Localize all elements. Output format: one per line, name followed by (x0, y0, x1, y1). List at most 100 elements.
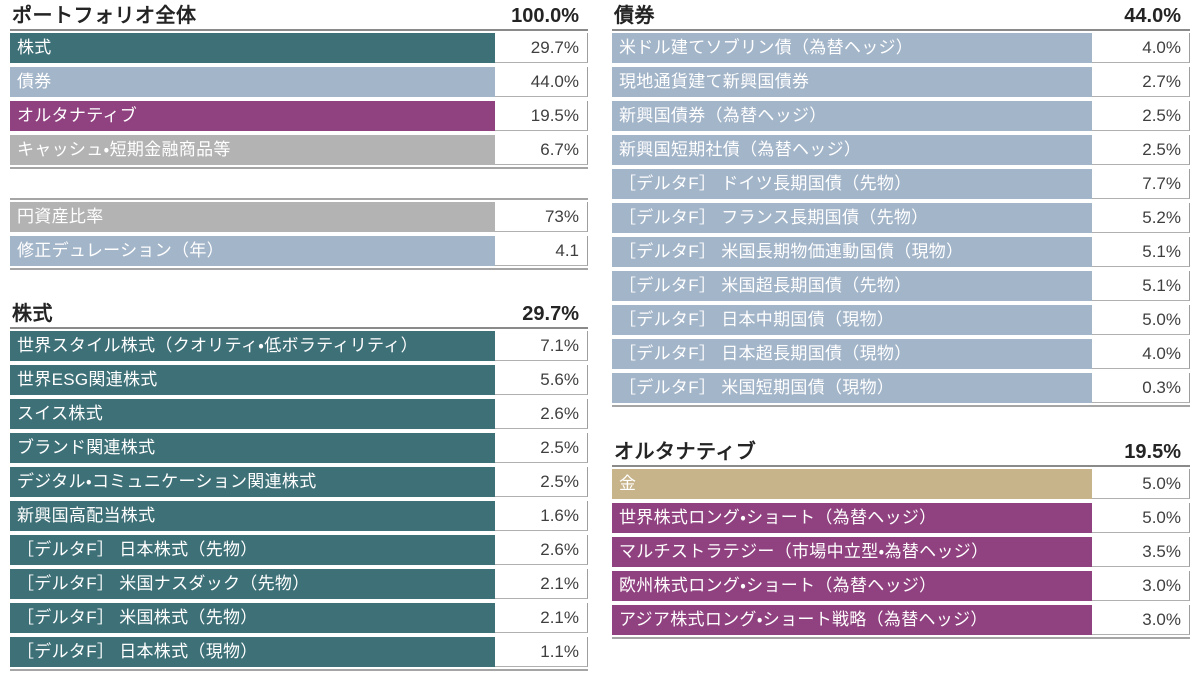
table-row: 新興国高配当株式 1.6% (10, 501, 588, 531)
row-value: 4.0% (1092, 339, 1190, 369)
row-value: 3.0% (1092, 571, 1190, 601)
row-value: 2.1% (495, 569, 588, 599)
row-label: ［デルタF］ 米国長期物価連動国債（現物） (612, 237, 1092, 267)
row-label: 欧州株式ロング・ショート（為替ヘッジ） (612, 571, 1092, 601)
row-label: ［デルタF］ ドイツ長期国債（先物） (612, 169, 1092, 199)
row-label: ブランド関連株式 (10, 433, 495, 463)
section-metrics: 円資産比率 73% 修正デュレーション（年） 4.1 (10, 198, 588, 270)
row-label: 金 (612, 469, 1092, 499)
row-label: ［デルタF］ 日本株式（現物） (10, 637, 495, 667)
row-value: 3.0% (1092, 605, 1190, 635)
table-row: ［デルタF］ 日本中期国債（現物） 5.0% (612, 305, 1190, 335)
row-label: 世界ESG関連株式 (10, 365, 495, 395)
portfolio-section-total: 100.0% (511, 5, 579, 27)
row-label: ［デルタF］ 米国短期国債（現物） (612, 373, 1092, 403)
table-row: ［デルタF］ 米国短期国債（現物） 0.3% (612, 373, 1190, 403)
table-row: 債券 44.0% (10, 67, 588, 97)
row-label: キャッシュ・短期金融商品等 (10, 135, 495, 165)
row-value: 4.0% (1092, 33, 1190, 63)
table-row: ［デルタF］ ドイツ長期国債（先物） 7.7% (612, 169, 1190, 199)
table-row: 新興国短期社債（為替ヘッジ） 2.5% (612, 135, 1190, 165)
row-value: 2.5% (495, 433, 588, 463)
row-value: 4.1 (495, 236, 588, 266)
row-value: 19.5% (495, 101, 588, 131)
table-row: 世界ESG関連株式 5.6% (10, 365, 588, 395)
row-label: 新興国債券（為替ヘッジ） (612, 101, 1092, 131)
row-value: 1.1% (495, 637, 588, 667)
table-row: 世界株式ロング・ショート（為替ヘッジ） 5.0% (612, 503, 1190, 533)
section-equity: 株式 29.7% 世界スタイル株式（クオリティ・低ボラティリティ） 7.1% 世界E… (10, 300, 588, 671)
row-label: オルタナティブ (10, 101, 495, 131)
table-row: ［デルタF］ 米国長期物価連動国債（現物） 5.1% (612, 237, 1190, 267)
row-label: マルチストラテジー（市場中立型・為替ヘッジ） (612, 537, 1092, 567)
section-alternative: オルタナティブ 19.5% 金 5.0% 世界株式ロング・ショート（為替ヘッジ） 5.… (612, 438, 1190, 639)
alternative-section-header: オルタナティブ 19.5% (612, 438, 1190, 467)
table-row: ブランド関連株式 2.5% (10, 433, 588, 463)
bond-section-total: 44.0% (1124, 5, 1181, 27)
table-row: ［デルタF］ 日本株式（現物） 1.1% (10, 637, 588, 667)
row-value: 2.5% (1092, 135, 1190, 165)
row-label: ［デルタF］ 米国株式（先物） (10, 603, 495, 633)
alternative-rows: 金 5.0% 世界株式ロング・ショート（為替ヘッジ） 5.0% マルチストラテジー（市場… (612, 467, 1190, 639)
row-value: 5.1% (1092, 237, 1190, 267)
table-row: 修正デュレーション（年） 4.1 (10, 236, 588, 266)
table-row: 株式 29.7% (10, 33, 588, 63)
bond-section-header: 債券 44.0% (612, 2, 1190, 31)
row-label: 債券 (10, 67, 495, 97)
table-row: ［デルタF］ 米国ナスダック（先物） 2.1% (10, 569, 588, 599)
table-row: キャッシュ・短期金融商品等 6.7% (10, 135, 588, 165)
row-label: 世界株式ロング・ショート（為替ヘッジ） (612, 503, 1092, 533)
row-label: 修正デュレーション（年） (10, 236, 495, 266)
table-row: 欧州株式ロング・ショート（為替ヘッジ） 3.0% (612, 571, 1190, 601)
bond-rows: 米ドル建てソブリン債（為替ヘッジ） 4.0% 現地通貨建て新興国債券 2.7% 新興国債… (612, 31, 1190, 407)
metrics-rows: 円資産比率 73% 修正デュレーション（年） 4.1 (10, 198, 588, 270)
row-value: 0.3% (1092, 373, 1190, 403)
row-value: 73% (495, 202, 588, 232)
row-label: ［デルタF］ 日本超長期国債（現物） (612, 339, 1092, 369)
row-value: 5.0% (1092, 305, 1190, 335)
table-row: 金 5.0% (612, 469, 1190, 499)
equity-section-total: 29.7% (522, 303, 579, 325)
row-label: ［デルタF］ 日本株式（先物） (10, 535, 495, 565)
row-value: 2.6% (495, 399, 588, 429)
row-label: ［デルタF］ 日本中期国債（現物） (612, 305, 1092, 335)
right-column: 債券 44.0% 米ドル建てソブリン債（為替ヘッジ） 4.0% 現地通貨建て新興国債… (612, 0, 1190, 639)
row-value: 5.0% (1092, 469, 1190, 499)
row-value: 5.1% (1092, 271, 1190, 301)
row-label: ［デルタF］ 米国ナスダック（先物） (10, 569, 495, 599)
row-label: ［デルタF］ 米国超長期国債（先物） (612, 271, 1092, 301)
equity-section-title: 株式 (12, 303, 53, 325)
equity-section-header: 株式 29.7% (10, 300, 588, 329)
row-label: デジタル・コミュニケーション関連株式 (10, 467, 495, 497)
row-value: 44.0% (495, 67, 588, 97)
row-label: アジア株式ロング・ショート戦略（為替ヘッジ） (612, 605, 1092, 635)
table-row: オルタナティブ 19.5% (10, 101, 588, 131)
row-label: 世界スタイル株式（クオリティ・低ボラティリティ） (10, 331, 495, 361)
table-row: ［デルタF］ 米国超長期国債（先物） 5.1% (612, 271, 1190, 301)
table-row: 円資産比率 73% (10, 202, 588, 232)
row-value: 2.7% (1092, 67, 1190, 97)
section-bond: 債券 44.0% 米ドル建てソブリン債（為替ヘッジ） 4.0% 現地通貨建て新興国債… (612, 2, 1190, 407)
section-portfolio-total: ポートフォリオ全体 100.0% 株式 29.7% 債券 44.0% オルタナティブ 19… (10, 2, 588, 169)
row-value: 2.5% (495, 467, 588, 497)
row-value: 5.2% (1092, 203, 1190, 233)
row-label: 現地通貨建て新興国債券 (612, 67, 1092, 97)
portfolio-section-title: ポートフォリオ全体 (12, 5, 197, 27)
equity-rows: 世界スタイル株式（クオリティ・低ボラティリティ） 7.1% 世界ESG関連株式 5.6… (10, 329, 588, 671)
portfolio-rows: 株式 29.7% 債券 44.0% オルタナティブ 19.5% キャッシュ・短期金融商品等 6… (10, 31, 588, 169)
row-value: 7.7% (1092, 169, 1190, 199)
table-row: ［デルタF］ 日本超長期国債（現物） 4.0% (612, 339, 1190, 369)
row-label: 新興国高配当株式 (10, 501, 495, 531)
table-row: 新興国債券（為替ヘッジ） 2.5% (612, 101, 1190, 131)
row-label: ［デルタF］ フランス長期国債（先物） (612, 203, 1092, 233)
table-row: デジタル・コミュニケーション関連株式 2.5% (10, 467, 588, 497)
table-row: ［デルタF］ 日本株式（先物） 2.6% (10, 535, 588, 565)
row-value: 2.1% (495, 603, 588, 633)
table-row: ［デルタF］ 米国株式（先物） 2.1% (10, 603, 588, 633)
alternative-section-title: オルタナティブ (614, 441, 757, 463)
row-value: 3.5% (1092, 537, 1190, 567)
row-label: 米ドル建てソブリン債（為替ヘッジ） (612, 33, 1092, 63)
row-value: 1.6% (495, 501, 588, 531)
